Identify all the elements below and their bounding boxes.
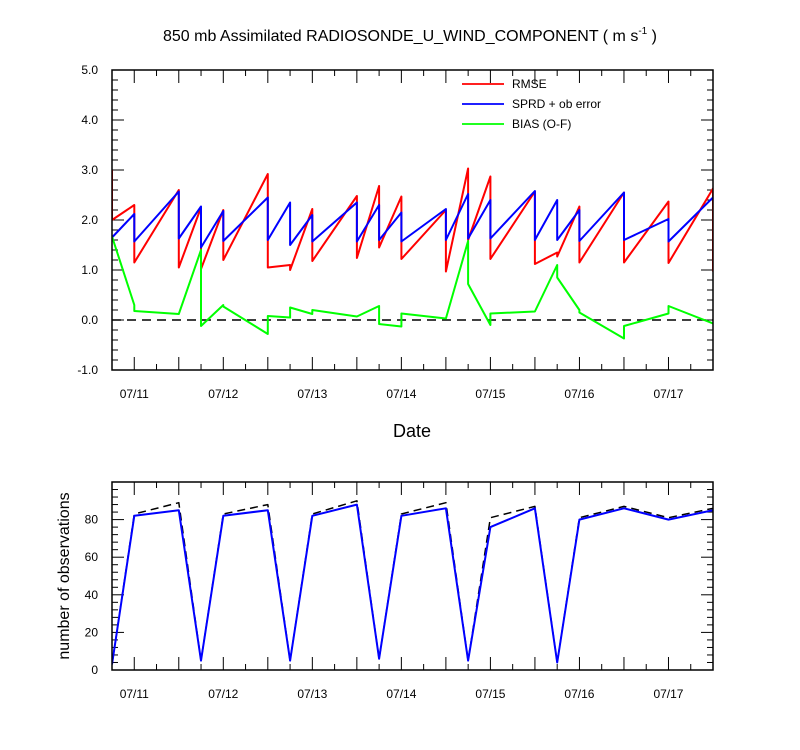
top-x-tick-label: 07/11 <box>120 387 149 401</box>
bottom-y-tick-label: 40 <box>85 588 99 602</box>
legend-bias-label: BIAS (O-F) <box>512 117 571 131</box>
bottom-x-tick-label: 07/14 <box>386 687 416 701</box>
top-y-tick-label: 0.0 <box>81 313 98 327</box>
top-y-tick-label: 2.0 <box>81 213 98 227</box>
bottom-x-tick-label: 07/16 <box>564 687 594 701</box>
top-x-tick-label: 07/16 <box>564 387 594 401</box>
bottom-y-tick-label: 60 <box>85 550 99 564</box>
legend-sprd-label: SPRD + ob error <box>512 97 601 111</box>
top-plot-frame <box>111 69 714 371</box>
rmse-series-line <box>112 167 713 273</box>
top-y-tick-label: 3.0 <box>81 163 98 177</box>
top-x-tick-label: 07/15 <box>475 387 505 401</box>
top-x-tick-label: 07/14 <box>386 387 416 401</box>
spread-series-line <box>112 190 713 249</box>
top-y-tick-label: 5.0 <box>81 63 98 77</box>
top-y-tick-label: 1.0 <box>81 263 98 277</box>
bottom-y-tick-label: 0 <box>91 663 98 677</box>
bottom-x-tick-label: 07/13 <box>297 687 327 701</box>
legend-rmse-label: RMSE <box>512 77 547 91</box>
top-y-tick-label: 4.0 <box>81 113 98 127</box>
y-axis-label-observations: number of observations <box>56 492 73 659</box>
top-x-tick-label: 07/17 <box>653 387 683 401</box>
bias-series-line <box>112 236 713 340</box>
bottom-x-tick-label: 07/12 <box>208 687 238 701</box>
top-x-tick-label: 07/13 <box>297 387 327 401</box>
top-x-tick-label: 07/12 <box>208 387 238 401</box>
bottom-x-tick-label: 07/15 <box>475 687 505 701</box>
obs-assimilated-line <box>112 503 713 665</box>
top-y-tick-label: -1.0 <box>77 363 98 377</box>
obs-possible-line <box>112 500 713 665</box>
bottom-x-tick-label: 07/11 <box>120 687 149 701</box>
bottom-plot-frame <box>111 481 714 671</box>
legend: RMSE SPRD + ob error BIAS (O-F) <box>462 77 601 131</box>
bottom-y-tick-label: 80 <box>85 513 99 527</box>
chart-title: 850 mb Assimilated RADIOSONDE_U_WIND_COM… <box>163 26 657 45</box>
x-axis-label: Date <box>393 421 431 441</box>
bottom-y-tick-label: 20 <box>85 625 99 639</box>
observation-count-panel: 07/11 07/12 07/13 07/14 07/15 07/16 07/17 0 20 4… <box>56 481 714 701</box>
bottom-x-tick-label: 07/17 <box>653 687 683 701</box>
rmse-spread-bias-panel: 07/11 07/12 07/13 07/14 07/15 07/16 07/17 -1.0… <box>77 63 714 441</box>
